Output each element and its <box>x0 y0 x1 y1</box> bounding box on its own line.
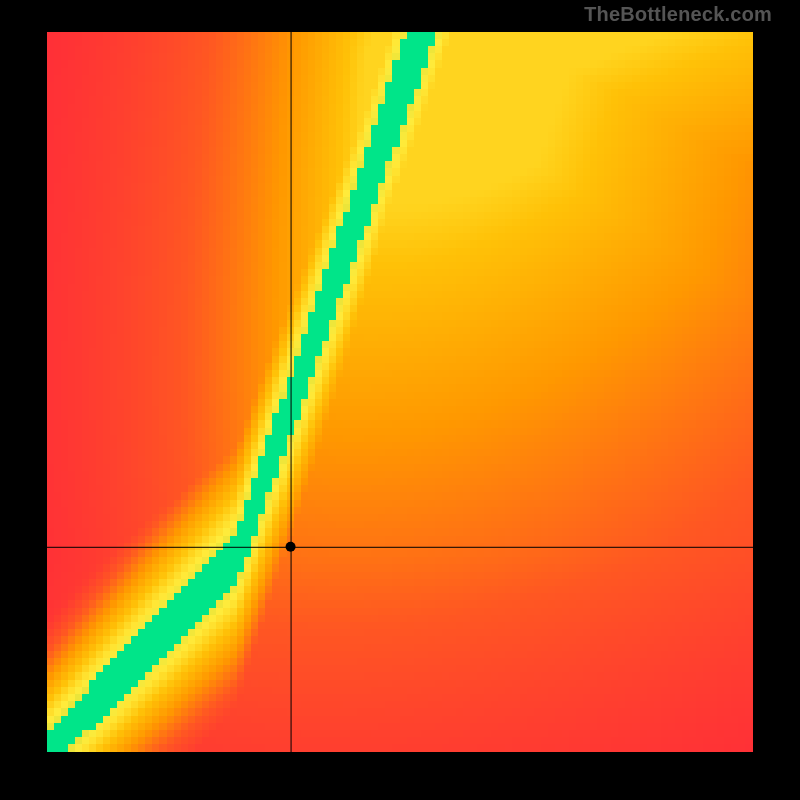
bottleneck-heatmap <box>47 32 753 752</box>
watermark-text: TheBottleneck.com <box>584 4 772 27</box>
heatmap-canvas <box>47 32 753 752</box>
